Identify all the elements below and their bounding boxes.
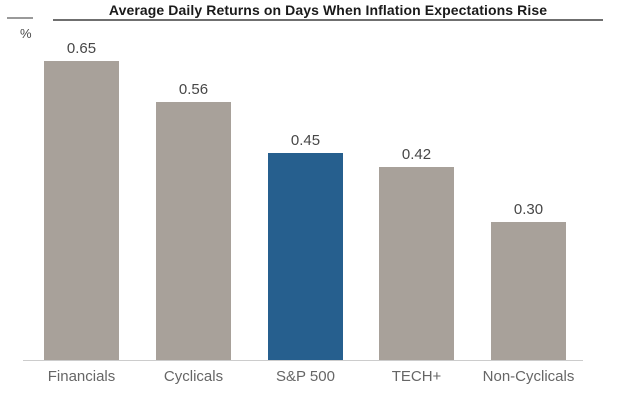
- bar-s-p-500: [268, 153, 343, 360]
- category-label-financials: Financials: [47, 368, 116, 385]
- category-label-s-p-500: S&P 500: [276, 368, 335, 385]
- bar-cyclicals: [156, 102, 231, 360]
- category-label-non-cyclicals: Non-Cyclicals: [482, 368, 575, 385]
- bar-tech: [379, 167, 454, 360]
- value-label-financials: 0.65: [66, 40, 97, 57]
- bar-financials: [44, 61, 119, 360]
- value-label-tech: 0.42: [401, 146, 432, 163]
- value-label-s-p-500: 0.45: [290, 132, 321, 149]
- value-label-cyclicals: 0.56: [178, 81, 209, 98]
- category-label-tech: TECH+: [391, 368, 442, 385]
- title-underline: [53, 19, 603, 21]
- y-axis-unit-label: %: [20, 26, 32, 41]
- chart-title: Average Daily Returns on Days When Infla…: [108, 2, 548, 18]
- value-label-non-cyclicals: 0.30: [513, 201, 544, 218]
- category-label-cyclicals: Cyclicals: [163, 368, 224, 385]
- bar-non-cyclicals: [491, 222, 566, 360]
- y-axis-top-tick: [7, 17, 33, 19]
- x-axis-line: [23, 360, 583, 361]
